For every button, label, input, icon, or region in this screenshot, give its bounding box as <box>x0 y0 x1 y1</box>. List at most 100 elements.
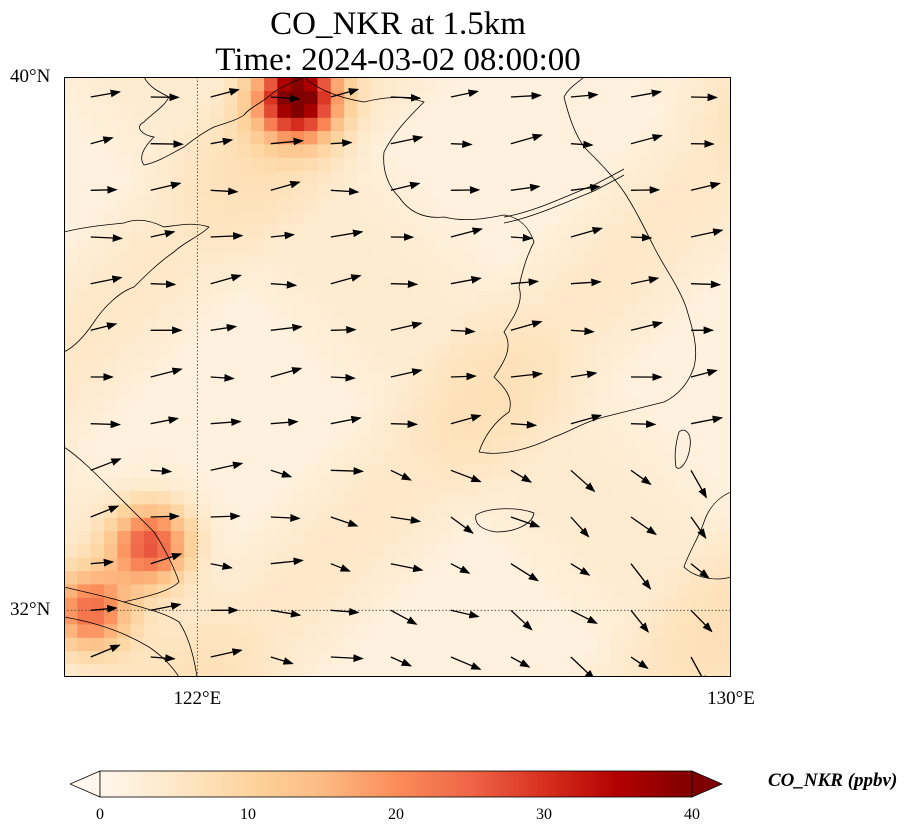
field-cell <box>570 397 585 412</box>
field-cell <box>450 330 465 345</box>
field-cell <box>237 623 252 638</box>
field-cell <box>410 170 425 185</box>
field-cell <box>370 477 385 492</box>
field-cell <box>637 183 652 198</box>
field-cell <box>117 157 132 172</box>
field-cell <box>117 610 132 625</box>
field-cell <box>677 77 692 92</box>
field-cell <box>304 663 319 677</box>
field-cell <box>651 237 666 252</box>
field-cell <box>490 623 505 638</box>
field-cell <box>237 570 252 585</box>
field-cell <box>424 423 439 438</box>
field-cell <box>597 290 612 305</box>
field-cell <box>144 450 159 465</box>
field-cell <box>691 623 706 638</box>
field-cell <box>64 450 79 465</box>
field-cell <box>384 583 399 598</box>
field-cell <box>384 223 399 238</box>
field-cell <box>637 250 652 265</box>
field-cell <box>597 277 612 292</box>
field-cell <box>210 290 225 305</box>
field-cell <box>384 437 399 452</box>
field-cell <box>397 223 412 238</box>
field-cell <box>184 650 199 665</box>
field-cell <box>637 623 652 638</box>
wind-vector <box>690 93 718 102</box>
field-cell <box>344 290 359 305</box>
field-cell <box>424 370 439 385</box>
field-cell <box>157 330 172 345</box>
field-cell <box>717 370 731 385</box>
field-cell <box>410 197 425 212</box>
field-cell <box>397 557 412 572</box>
field-cell <box>157 197 172 212</box>
field-cell <box>304 197 319 212</box>
field-cell <box>197 290 212 305</box>
field-cell <box>557 410 572 425</box>
field-cell <box>584 437 599 452</box>
field-cell <box>704 343 719 358</box>
field-cell <box>530 157 545 172</box>
field-cell <box>77 637 92 652</box>
field-cell <box>544 623 559 638</box>
field-cell <box>290 130 305 145</box>
field-cell <box>170 477 185 492</box>
field-cell <box>437 197 452 212</box>
field-cell <box>597 210 612 225</box>
field-cell <box>264 530 279 545</box>
field-cell <box>624 517 639 532</box>
field-cell <box>64 530 79 545</box>
field-cell <box>584 277 599 292</box>
field-cell <box>197 650 212 665</box>
wind-vector <box>630 656 649 670</box>
field-cell <box>664 543 679 558</box>
field-cell <box>584 570 599 585</box>
field-cell <box>637 317 652 332</box>
field-cell <box>317 423 332 438</box>
field-cell <box>584 237 599 252</box>
field-cell <box>317 130 332 145</box>
field-cell <box>410 517 425 532</box>
field-cell <box>717 503 731 518</box>
field-cell <box>410 250 425 265</box>
field-cell <box>157 77 172 92</box>
field-cell <box>210 410 225 425</box>
field-cell <box>530 237 545 252</box>
field-cell <box>544 157 559 172</box>
field-cell <box>104 77 119 92</box>
field-cell <box>90 223 105 238</box>
field-cell <box>610 317 625 332</box>
field-cell <box>184 610 199 625</box>
field-cell <box>717 557 731 572</box>
field-cell <box>117 290 132 305</box>
field-cell <box>197 397 212 412</box>
field-cell <box>464 170 479 185</box>
wind-vector <box>390 280 419 288</box>
field-cell <box>677 450 692 465</box>
field-cell <box>77 210 92 225</box>
field-cell <box>170 357 185 372</box>
field-cell <box>544 557 559 572</box>
field-cell <box>344 343 359 358</box>
field-cell <box>197 237 212 252</box>
field-cell <box>637 277 652 292</box>
wind-vector <box>390 368 423 378</box>
wind-vector <box>390 609 418 625</box>
field-cell <box>691 143 706 158</box>
field-cell <box>544 490 559 505</box>
field-cell <box>384 397 399 412</box>
wind-vector <box>90 89 121 98</box>
field-cell <box>170 117 185 132</box>
field-cell <box>277 210 292 225</box>
field-cell <box>250 103 265 118</box>
field-cell <box>197 450 212 465</box>
field-cell <box>344 623 359 638</box>
field-cell <box>370 597 385 612</box>
field-cell <box>344 237 359 252</box>
field-cell <box>397 623 412 638</box>
field-cell <box>357 290 372 305</box>
field-cell <box>437 423 452 438</box>
field-cell <box>277 557 292 572</box>
field-cell <box>437 490 452 505</box>
